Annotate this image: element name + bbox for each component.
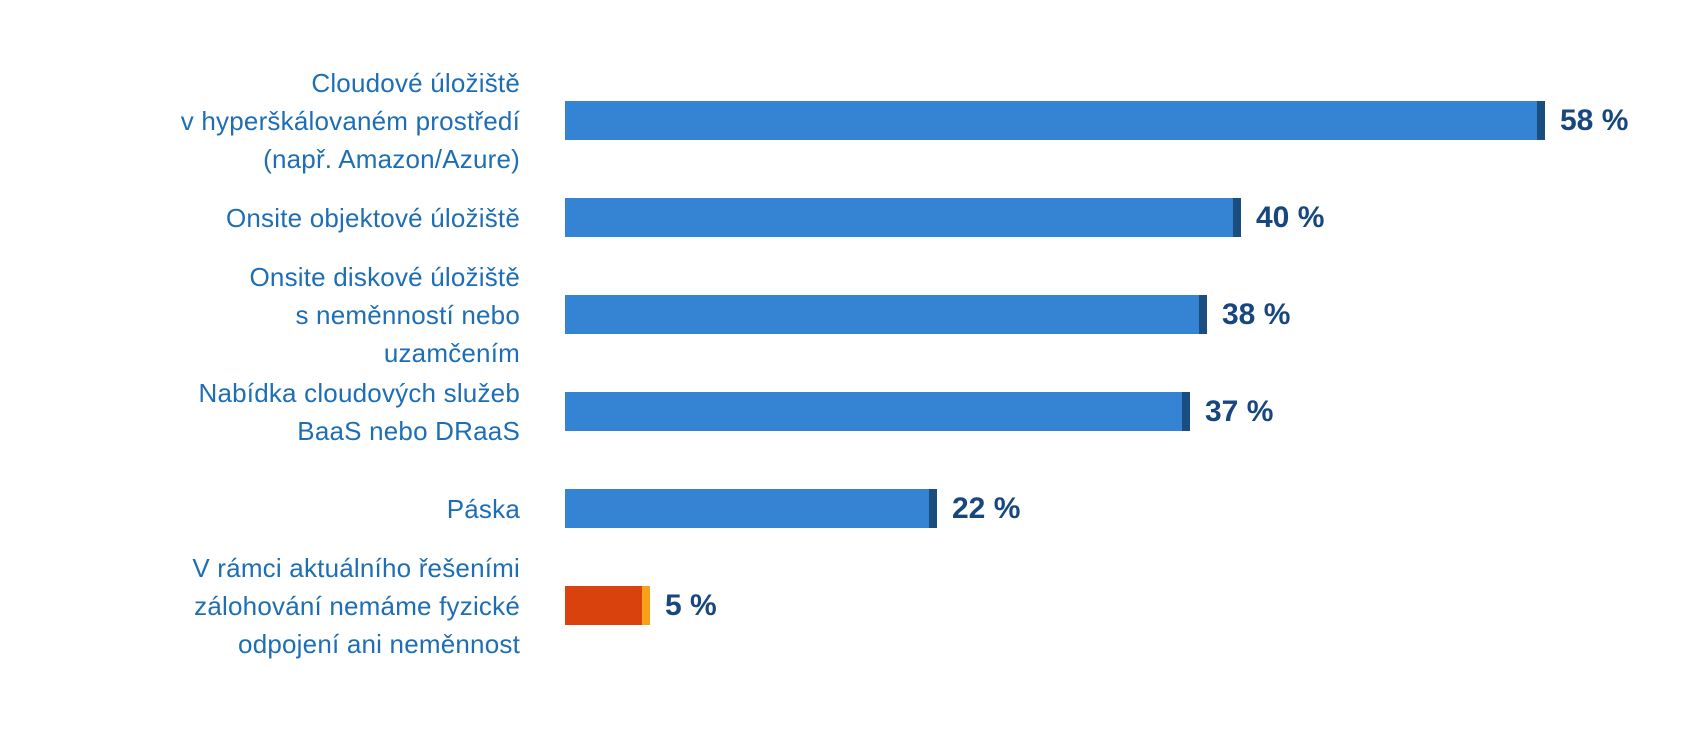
bar-area: 5 %	[565, 586, 717, 625]
category-label: Nabídka cloudových služeb BaaS nebo DRaa…	[198, 377, 520, 446]
chart-row: Nabídka cloudových služeb BaaS nebo DRaa…	[0, 363, 1694, 460]
bar-cap	[1233, 198, 1241, 237]
bar-chart-rows: Cloudové úložiště v hyperškálovaném pros…	[0, 68, 1694, 659]
bar	[565, 586, 650, 625]
bar-cap	[1537, 101, 1545, 140]
chart-row: Páska 22 %	[0, 460, 1694, 557]
category-label: Cloudové úložiště v hyperškálovaném pros…	[180, 67, 520, 174]
bar-area: 38 %	[565, 295, 1290, 334]
bar-area: 22 %	[565, 489, 1020, 528]
chart-row: Cloudové úložiště v hyperškálovaném pros…	[0, 68, 1694, 174]
value-label: 37 %	[1205, 394, 1274, 428]
bar	[565, 198, 1241, 237]
bar-area: 40 %	[565, 198, 1324, 237]
bar-fill	[565, 489, 929, 528]
bar-cap	[1199, 295, 1207, 334]
value-label: 40 %	[1256, 200, 1325, 234]
chart-row: Onsite diskové úložiště s neměnností neb…	[0, 262, 1694, 368]
bar	[565, 392, 1190, 431]
bar	[565, 489, 937, 528]
bar-area: 37 %	[565, 392, 1273, 431]
category-label: Onsite objektové úložiště	[225, 202, 520, 233]
bar-cap	[1182, 392, 1190, 431]
value-label: 5 %	[665, 588, 717, 622]
bar-fill	[565, 101, 1537, 140]
chart-row: Onsite objektové úložiště 40 %	[0, 169, 1694, 266]
category-label: V rámci aktuálního řešeními zálohování n…	[192, 552, 520, 659]
bar-fill	[565, 295, 1199, 334]
value-label: 58 %	[1560, 103, 1629, 137]
value-label: 22 %	[952, 491, 1021, 525]
bar-cap	[642, 586, 650, 625]
bar-cap	[929, 489, 937, 528]
category-label: Páska	[446, 493, 520, 524]
bar-area: 58 %	[565, 101, 1628, 140]
bar-fill	[565, 586, 642, 625]
bar	[565, 101, 1545, 140]
chart-row: V rámci aktuálního řešeními zálohování n…	[0, 553, 1694, 659]
bar	[565, 295, 1207, 334]
value-label: 38 %	[1222, 297, 1291, 331]
category-label: Onsite diskové úložiště s neměnností neb…	[249, 261, 520, 368]
bar-fill	[565, 198, 1233, 237]
bar-fill	[565, 392, 1182, 431]
